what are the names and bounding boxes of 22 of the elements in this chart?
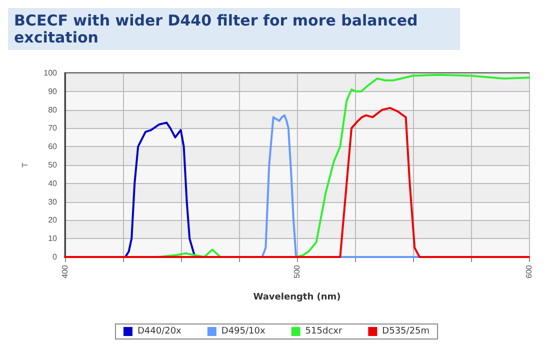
y-tick-label: 80: [48, 105, 58, 114]
chart-title: BCECF with wider D440 filter for more balanced excitation: [14, 12, 423, 46]
legend-label: D440/20x: [137, 326, 182, 336]
y-axis-title: T: [20, 162, 30, 168]
y-tick-label: 70: [48, 124, 58, 133]
legend-label: D495/10x: [221, 326, 266, 336]
x-tick-label: 400: [60, 264, 70, 278]
y-tick-label: 30: [48, 197, 58, 206]
y-tick-label: 50: [48, 160, 58, 170]
legend-label: 515dcxr: [305, 326, 342, 336]
y-tick-label: 90: [48, 86, 58, 96]
x-axis-title: Wavelength (nm): [253, 292, 341, 302]
line-series: [124, 122, 196, 258]
y-tick-label: 60: [48, 142, 58, 152]
y-tick-label: 20: [48, 216, 58, 225]
y-tick-label: 0: [52, 252, 58, 262]
y-tick-label: 40: [48, 178, 58, 188]
legend-label: D535/25m: [382, 326, 430, 336]
y-tick-label: 10: [48, 234, 58, 244]
y-tick-label: 100: [44, 68, 58, 78]
x-tick-label: 600: [524, 264, 534, 278]
x-tick-label: 500: [292, 264, 302, 278]
